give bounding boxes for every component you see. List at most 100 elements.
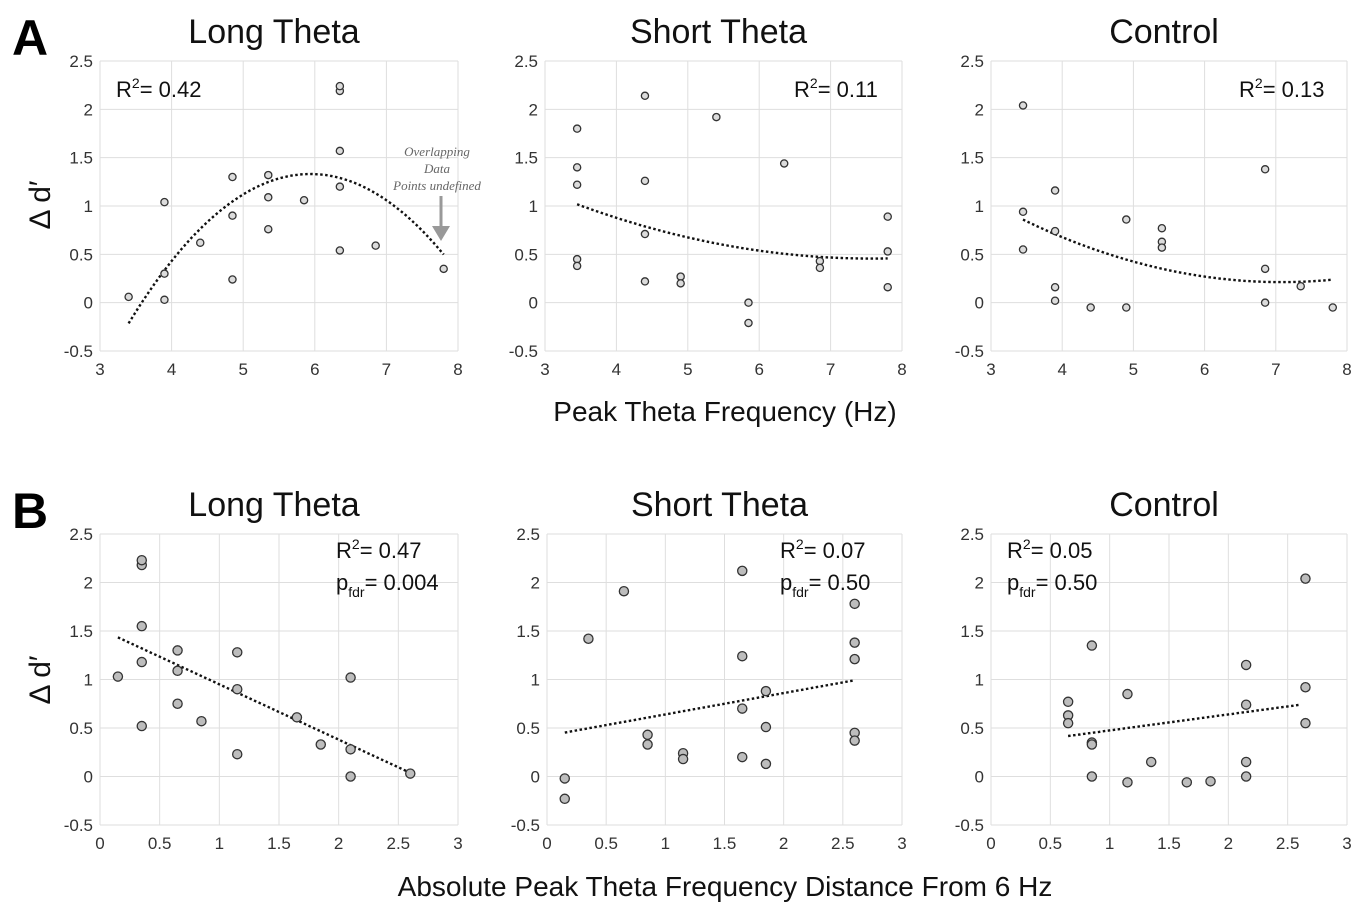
data-point xyxy=(299,195,309,205)
data-point xyxy=(1086,640,1098,651)
x-tick-label: 2.5 xyxy=(831,834,855,853)
data-point xyxy=(136,554,148,566)
data-point xyxy=(559,793,571,805)
data-point xyxy=(1240,756,1252,768)
y-tick-label: 2 xyxy=(531,574,540,593)
data-point xyxy=(1157,223,1167,233)
data-point xyxy=(760,685,772,697)
data-point xyxy=(172,698,183,710)
y-tick-label: -0.5 xyxy=(955,342,984,361)
x-tick-label: 0.5 xyxy=(1039,834,1063,853)
y-tick-label: 1 xyxy=(975,671,984,690)
x-tick-label: 1.5 xyxy=(713,834,737,853)
y-tick-label: 0.5 xyxy=(516,719,540,738)
data-point xyxy=(335,81,345,91)
x-tick-label: 1 xyxy=(1105,834,1114,853)
panel-title: Short Theta xyxy=(630,13,807,51)
data-point xyxy=(1240,771,1252,782)
chart-panel-2: 3 4 5 6 7 8 -0.5 0 0.5 1 1.5 2 2.5 Short Theta R2= 0.1… xyxy=(509,13,907,379)
data-point xyxy=(642,729,653,741)
data-point xyxy=(335,146,345,156)
data-point xyxy=(1122,215,1131,224)
data-point xyxy=(676,279,685,288)
data-point xyxy=(315,739,327,750)
data-point xyxy=(264,224,273,234)
data-point xyxy=(136,656,148,668)
panel-title: Short Theta xyxy=(631,486,808,524)
x-tick-label: 0.5 xyxy=(594,834,618,853)
data-point xyxy=(160,295,169,305)
x-tick-label: 7 xyxy=(382,360,391,379)
data-point xyxy=(640,91,650,101)
trend-line xyxy=(117,636,411,774)
data-point xyxy=(345,672,356,683)
y-tick-label: 2.5 xyxy=(516,525,540,544)
trend-line xyxy=(576,203,888,260)
data-point xyxy=(345,771,356,782)
x-tick-label: 8 xyxy=(1342,360,1351,379)
data-point xyxy=(760,758,772,770)
chart-panel-1: 3 4 5 6 7 8 -0.5 0 0.5 1 1.5 2 2.5 Long Theta R2= 0.42… xyxy=(64,13,482,379)
y-tick-label: 2 xyxy=(975,100,984,119)
y-tick-label: -0.5 xyxy=(955,816,984,835)
data-point xyxy=(1050,226,1060,236)
panel-title: Long Theta xyxy=(188,486,360,524)
trend-line xyxy=(127,172,445,325)
data-point xyxy=(1018,101,1028,110)
data-point xyxy=(1300,573,1311,584)
x-tick-label: 8 xyxy=(897,360,906,379)
data-point xyxy=(572,180,582,189)
trend-line xyxy=(1022,218,1333,284)
data-point xyxy=(264,193,273,202)
x-tick-label: 4 xyxy=(612,360,621,379)
chart-panel-6: 0 0.5 1 1.5 2 2.5 3-0.500.511.522.5ControlR2= … xyxy=(955,486,1352,853)
x-tick-label: 0 xyxy=(95,834,104,853)
data-point xyxy=(1157,243,1167,252)
x-tick-label: 3 xyxy=(95,360,104,379)
data-point xyxy=(1145,756,1157,768)
x-tick-label: 0 xyxy=(542,834,551,853)
y-tick-label: 1.5 xyxy=(69,149,93,168)
r-squared-stat: R2= 0.05 xyxy=(1007,536,1092,563)
y-tick-label: -0.5 xyxy=(509,342,538,361)
data-point xyxy=(1062,717,1074,729)
data-point xyxy=(1260,165,1270,174)
data-point xyxy=(640,229,650,239)
x-tick-label: 5 xyxy=(1129,360,1138,379)
data-point xyxy=(572,261,582,271)
data-point xyxy=(677,753,689,765)
x-tick-label: 3 xyxy=(453,834,462,853)
data-point xyxy=(849,653,860,665)
data-point xyxy=(231,647,243,658)
data-point xyxy=(1050,296,1060,305)
data-point xyxy=(228,211,237,220)
data-point xyxy=(1240,699,1252,710)
data-point xyxy=(1300,717,1311,729)
data-point xyxy=(737,650,748,662)
y-tick-label: 1.5 xyxy=(960,149,984,168)
y-tick-label: 0 xyxy=(529,294,538,313)
data-point xyxy=(345,744,356,755)
data-point xyxy=(744,318,753,328)
y-tick-label: 0.5 xyxy=(69,719,93,738)
x-tick-label: 4 xyxy=(167,360,176,379)
y-tick-label: 2.5 xyxy=(960,525,984,544)
y-tick-label: 0 xyxy=(84,768,93,787)
data-point xyxy=(1122,777,1133,788)
data-point xyxy=(640,277,650,286)
data-point xyxy=(124,292,133,302)
data-point xyxy=(172,645,183,656)
y-tick-label: -0.5 xyxy=(511,816,540,835)
data-point xyxy=(760,721,772,733)
data-point xyxy=(572,163,582,172)
data-point xyxy=(1086,303,1095,312)
y-tick-label: 1.5 xyxy=(69,622,93,641)
x-tick-label: 3 xyxy=(986,360,995,379)
data-point xyxy=(572,124,582,133)
y-tick-label: 1 xyxy=(975,197,984,216)
x-tick-label: 4 xyxy=(1057,360,1066,379)
data-point xyxy=(1260,264,1270,274)
x-tick-label: 2 xyxy=(1224,834,1233,853)
